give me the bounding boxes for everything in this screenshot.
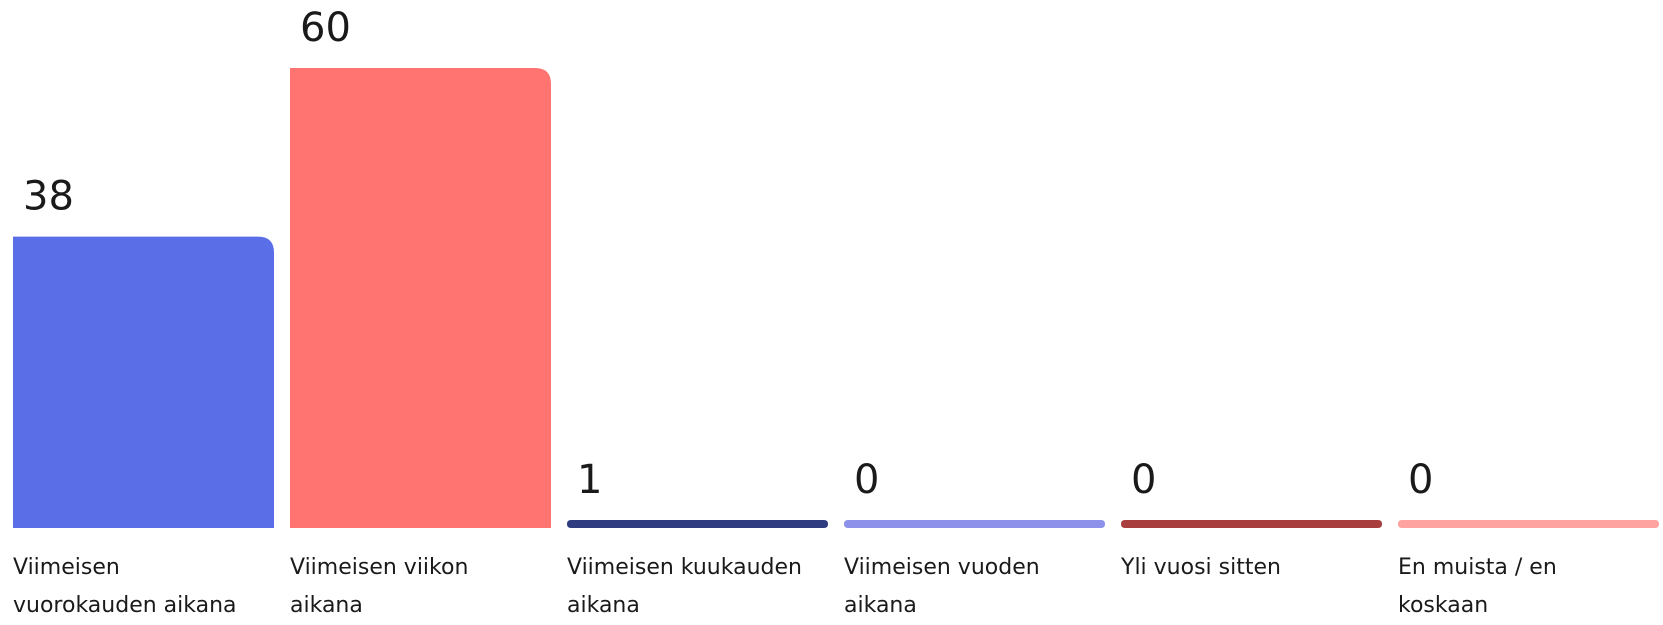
category-label: Viimeisen vuorokauden aikana [13, 555, 237, 618]
value-label: 0 [1408, 457, 1433, 503]
value-label: 1 [577, 457, 602, 503]
value-label: 0 [854, 457, 879, 503]
bar [290, 68, 551, 528]
bar [13, 236, 274, 528]
category-label: Viimeisen vuoden aikana [844, 555, 1040, 618]
category-label: En muista / en koskaan [1398, 555, 1557, 618]
bar [1121, 520, 1382, 528]
bar [844, 520, 1105, 528]
category-label: Yli vuosi sitten [1121, 555, 1281, 580]
value-label: 38 [23, 174, 74, 220]
category-label: Viimeisen viikon aikana [290, 555, 469, 618]
category-label: Viimeisen kuukauden aikana [567, 555, 802, 618]
value-label: 0 [1131, 457, 1156, 503]
bar [567, 520, 828, 528]
value-label: 60 [300, 5, 351, 51]
bar [1398, 520, 1659, 528]
